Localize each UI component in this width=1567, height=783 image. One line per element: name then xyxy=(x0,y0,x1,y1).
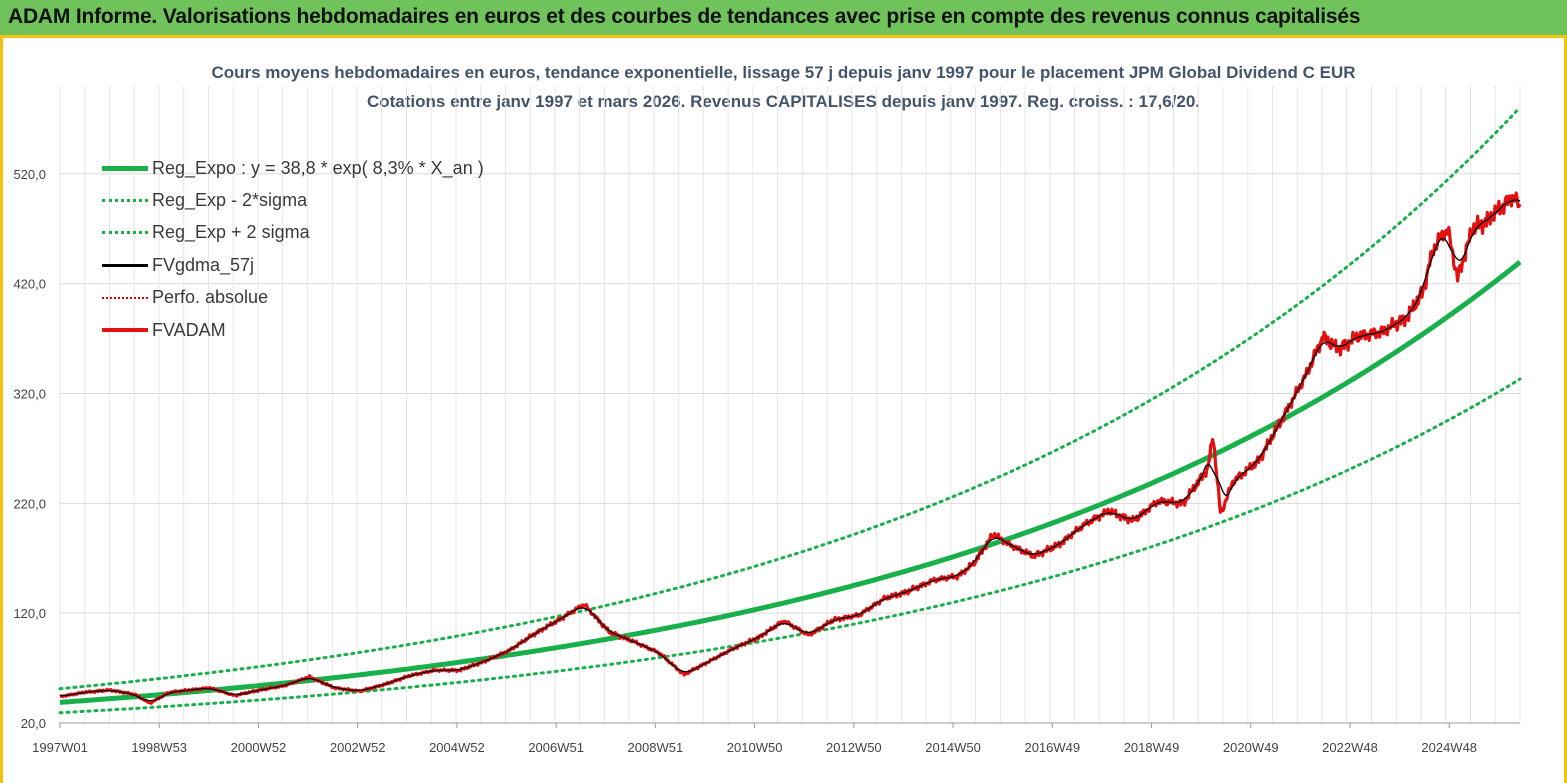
y-tick-label: 20,0 xyxy=(21,716,46,731)
legend-item-reg-exp-plus: Reg_Exp + 2 sigma xyxy=(100,217,484,249)
chart-legend: Reg_Expo : y = 38,8 * exp( 8,3% * X_an )… xyxy=(100,152,484,346)
x-tick-label: 2016W49 xyxy=(1024,740,1080,755)
x-tick-label: 2006W51 xyxy=(528,740,584,755)
chart-title: Cours moyens hebdomadaires en euros, ten… xyxy=(211,63,1356,82)
x-tick-label: 2018W49 xyxy=(1124,740,1180,755)
x-tick-label: 2000W52 xyxy=(231,740,287,755)
x-tick-label: 2024W48 xyxy=(1421,740,1477,755)
legend-item-reg-expo: Reg_Expo : y = 38,8 * exp( 8,3% * X_an ) xyxy=(100,152,484,184)
x-tick-label: 2012W50 xyxy=(826,740,882,755)
legend-swatch-reg-expo xyxy=(100,163,150,173)
legend-label: Reg_Exp + 2 sigma xyxy=(152,222,310,243)
y-tick-label: 520,0 xyxy=(13,167,46,182)
legend-item-fvadam: FVADAM xyxy=(100,314,484,346)
series-reg-expo xyxy=(59,260,1522,705)
legend-swatch-reg-exp-plus xyxy=(100,228,150,238)
legend-swatch-reg-exp-minus xyxy=(100,196,150,206)
x-tick-label: 1998W53 xyxy=(131,740,187,755)
x-tick-label: 2020W49 xyxy=(1223,740,1279,755)
x-tick-label: 2010W50 xyxy=(727,740,783,755)
legend-item-perfo-absolue: Perfo. absolue xyxy=(100,282,484,314)
legend-label: Reg_Expo : y = 38,8 * exp( 8,3% * X_an ) xyxy=(152,157,484,178)
x-tick-label: 2002W52 xyxy=(330,740,386,755)
legend-swatch-fvadam xyxy=(100,325,150,335)
legend-label: FVADAM xyxy=(152,319,226,340)
series-reg-exp-plus-2sigma xyxy=(58,106,1522,691)
y-tick-label: 420,0 xyxy=(13,277,46,292)
x-tick-label: 2014W50 xyxy=(925,740,981,755)
report-title: ADAM Informe. Valorisations hebdomadaire… xyxy=(8,5,1361,28)
legend-label: FVgdma_57j xyxy=(152,254,255,275)
y-tick-label: 120,0 xyxy=(13,606,46,621)
y-tick-label: 220,0 xyxy=(13,496,46,511)
series-reg-exp-minus-2sigma xyxy=(58,377,1522,715)
legend-label: Reg_Exp - 2*sigma xyxy=(152,190,308,211)
chart-subtitle: Cotations entre janv 1997 et mars 2026. … xyxy=(366,92,1201,111)
x-tick-label: 2008W51 xyxy=(628,740,684,755)
chart-frame xyxy=(0,38,1567,783)
legend-swatch-fvgdma xyxy=(100,260,150,270)
legend-swatch-perfo-absolue xyxy=(100,293,150,303)
y-tick-label: 320,0 xyxy=(13,387,46,402)
legend-label: Perfo. absolue xyxy=(152,287,269,308)
x-tick-label: 1997W01 xyxy=(32,740,88,755)
legend-item-fvgdma: FVgdma_57j xyxy=(100,249,484,281)
legend-item-reg-exp-minus: Reg_Exp - 2*sigma xyxy=(100,184,484,216)
x-tick-label: 2004W52 xyxy=(429,740,485,755)
report-header: ADAM Informe. Valorisations hebdomadaire… xyxy=(0,0,1567,38)
series-fvgdma-57j xyxy=(60,199,1520,702)
x-tick-label: 2022W48 xyxy=(1322,740,1378,755)
